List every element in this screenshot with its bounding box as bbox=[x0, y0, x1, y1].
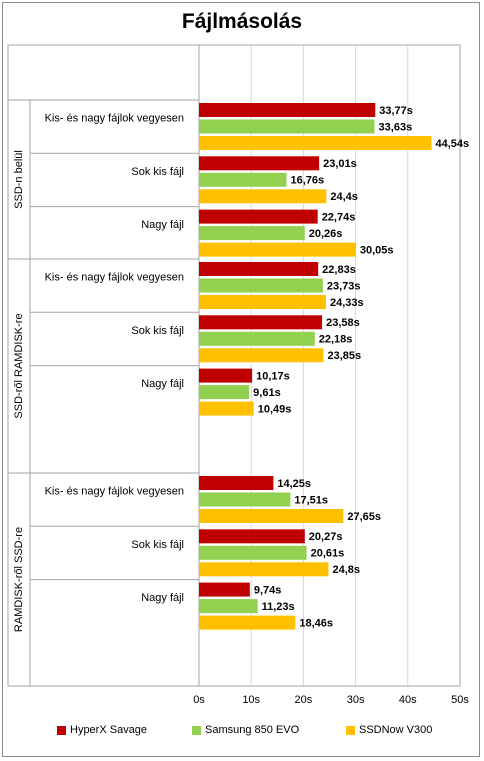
bar bbox=[199, 348, 324, 363]
chart-title: Fájlmásolás bbox=[181, 10, 303, 33]
data-label: 17,51s bbox=[294, 494, 328, 506]
data-label: 44,54s bbox=[435, 138, 469, 150]
data-label: 14,25s bbox=[277, 478, 311, 490]
plot-border bbox=[7, 44, 461, 687]
bar bbox=[199, 262, 319, 276]
legend-swatch bbox=[192, 725, 201, 735]
data-label: 9,74s bbox=[254, 585, 282, 597]
bar bbox=[199, 226, 305, 241]
bar bbox=[199, 582, 250, 597]
data-label: 23,58s bbox=[326, 317, 360, 329]
legend-swatch bbox=[57, 725, 66, 735]
data-label: 20,26s bbox=[309, 228, 343, 240]
data-label: 10,49s bbox=[258, 404, 292, 416]
x-tick-label: 30s bbox=[347, 694, 365, 706]
bar bbox=[199, 615, 296, 630]
category-label: Nagy fájl bbox=[141, 378, 184, 390]
bar bbox=[199, 401, 254, 416]
data-label: 23,73s bbox=[327, 280, 361, 292]
bar bbox=[199, 189, 327, 204]
bar bbox=[199, 562, 329, 577]
bar bbox=[199, 368, 253, 383]
category-label: Kis- és nagy fájlok vegyesen bbox=[45, 272, 184, 284]
data-label: 20,27s bbox=[309, 531, 343, 543]
group-label: RAMDISK-ről SSD-re bbox=[13, 527, 25, 632]
bar bbox=[199, 476, 274, 490]
bar bbox=[199, 599, 258, 614]
data-label: 18,46s bbox=[299, 618, 333, 630]
x-tick-label: 10s bbox=[242, 694, 260, 706]
data-label: 30,05s bbox=[360, 245, 394, 257]
bar bbox=[199, 492, 291, 507]
data-label: 23,01s bbox=[323, 158, 357, 170]
data-label: 24,33s bbox=[330, 297, 364, 309]
x-tick-label: 40s bbox=[399, 694, 417, 706]
group-label: SSD-ről RAMDISK-re bbox=[13, 313, 25, 418]
category-label: Kis- és nagy fájlok vegyesen bbox=[45, 113, 184, 125]
data-label: 16,76s bbox=[290, 175, 324, 187]
legend-label: SSDNow V300 bbox=[359, 724, 433, 736]
category-label: Sok kis fájl bbox=[131, 166, 184, 178]
bar bbox=[199, 136, 432, 150]
legend-label: HyperX Savage bbox=[70, 724, 148, 736]
data-label: 23,85s bbox=[327, 350, 361, 362]
data-label: 9,61s bbox=[253, 387, 281, 399]
bar bbox=[199, 509, 344, 523]
legend-item: Samsung 850 EVO bbox=[192, 724, 299, 736]
data-label: 10,17s bbox=[256, 371, 290, 383]
data-label: 33,77s bbox=[379, 105, 413, 117]
bar bbox=[199, 331, 315, 346]
data-label: 11,23s bbox=[262, 601, 295, 613]
category-label: Nagy fájl bbox=[141, 219, 184, 231]
bar bbox=[199, 385, 250, 400]
legend: HyperX Savage Samsung 850 EVO SSDNow V300 bbox=[0, 724, 484, 742]
bar bbox=[199, 315, 323, 330]
bar bbox=[199, 156, 320, 171]
x-tick-label: 20s bbox=[295, 694, 313, 706]
bar bbox=[199, 242, 356, 257]
legend-swatch bbox=[346, 725, 355, 735]
legend-item: SSDNow V300 bbox=[346, 724, 432, 736]
bar bbox=[199, 119, 375, 134]
data-label: 33,63s bbox=[379, 121, 413, 133]
data-label: 22,74s bbox=[322, 212, 356, 224]
legend-label: Samsung 850 EVO bbox=[205, 724, 300, 736]
data-label: 22,83s bbox=[322, 264, 356, 276]
category-label: Kis- és nagy fájlok vegyesen bbox=[45, 486, 184, 498]
x-tick-label: 0s bbox=[193, 694, 205, 706]
data-label: 24,4s bbox=[330, 191, 358, 203]
data-label: 27,65s bbox=[347, 511, 381, 523]
category-label: Nagy fájl bbox=[141, 592, 184, 604]
bar bbox=[199, 278, 323, 293]
x-tick-label: 50s bbox=[451, 694, 469, 706]
bar bbox=[199, 172, 287, 187]
legend-item: HyperX Savage bbox=[57, 724, 147, 736]
data-label: 22,18s bbox=[319, 334, 353, 346]
bar bbox=[199, 545, 307, 560]
bar bbox=[199, 295, 327, 309]
bar bbox=[199, 529, 305, 544]
group-label: SSD-n belül bbox=[13, 150, 25, 209]
category-label: Sok kis fájl bbox=[131, 539, 184, 551]
bar bbox=[199, 209, 318, 224]
data-label: 20,61s bbox=[311, 548, 345, 560]
data-label: 24,8s bbox=[332, 564, 360, 576]
category-label: Sok kis fájl bbox=[131, 325, 184, 337]
bar bbox=[199, 103, 376, 117]
